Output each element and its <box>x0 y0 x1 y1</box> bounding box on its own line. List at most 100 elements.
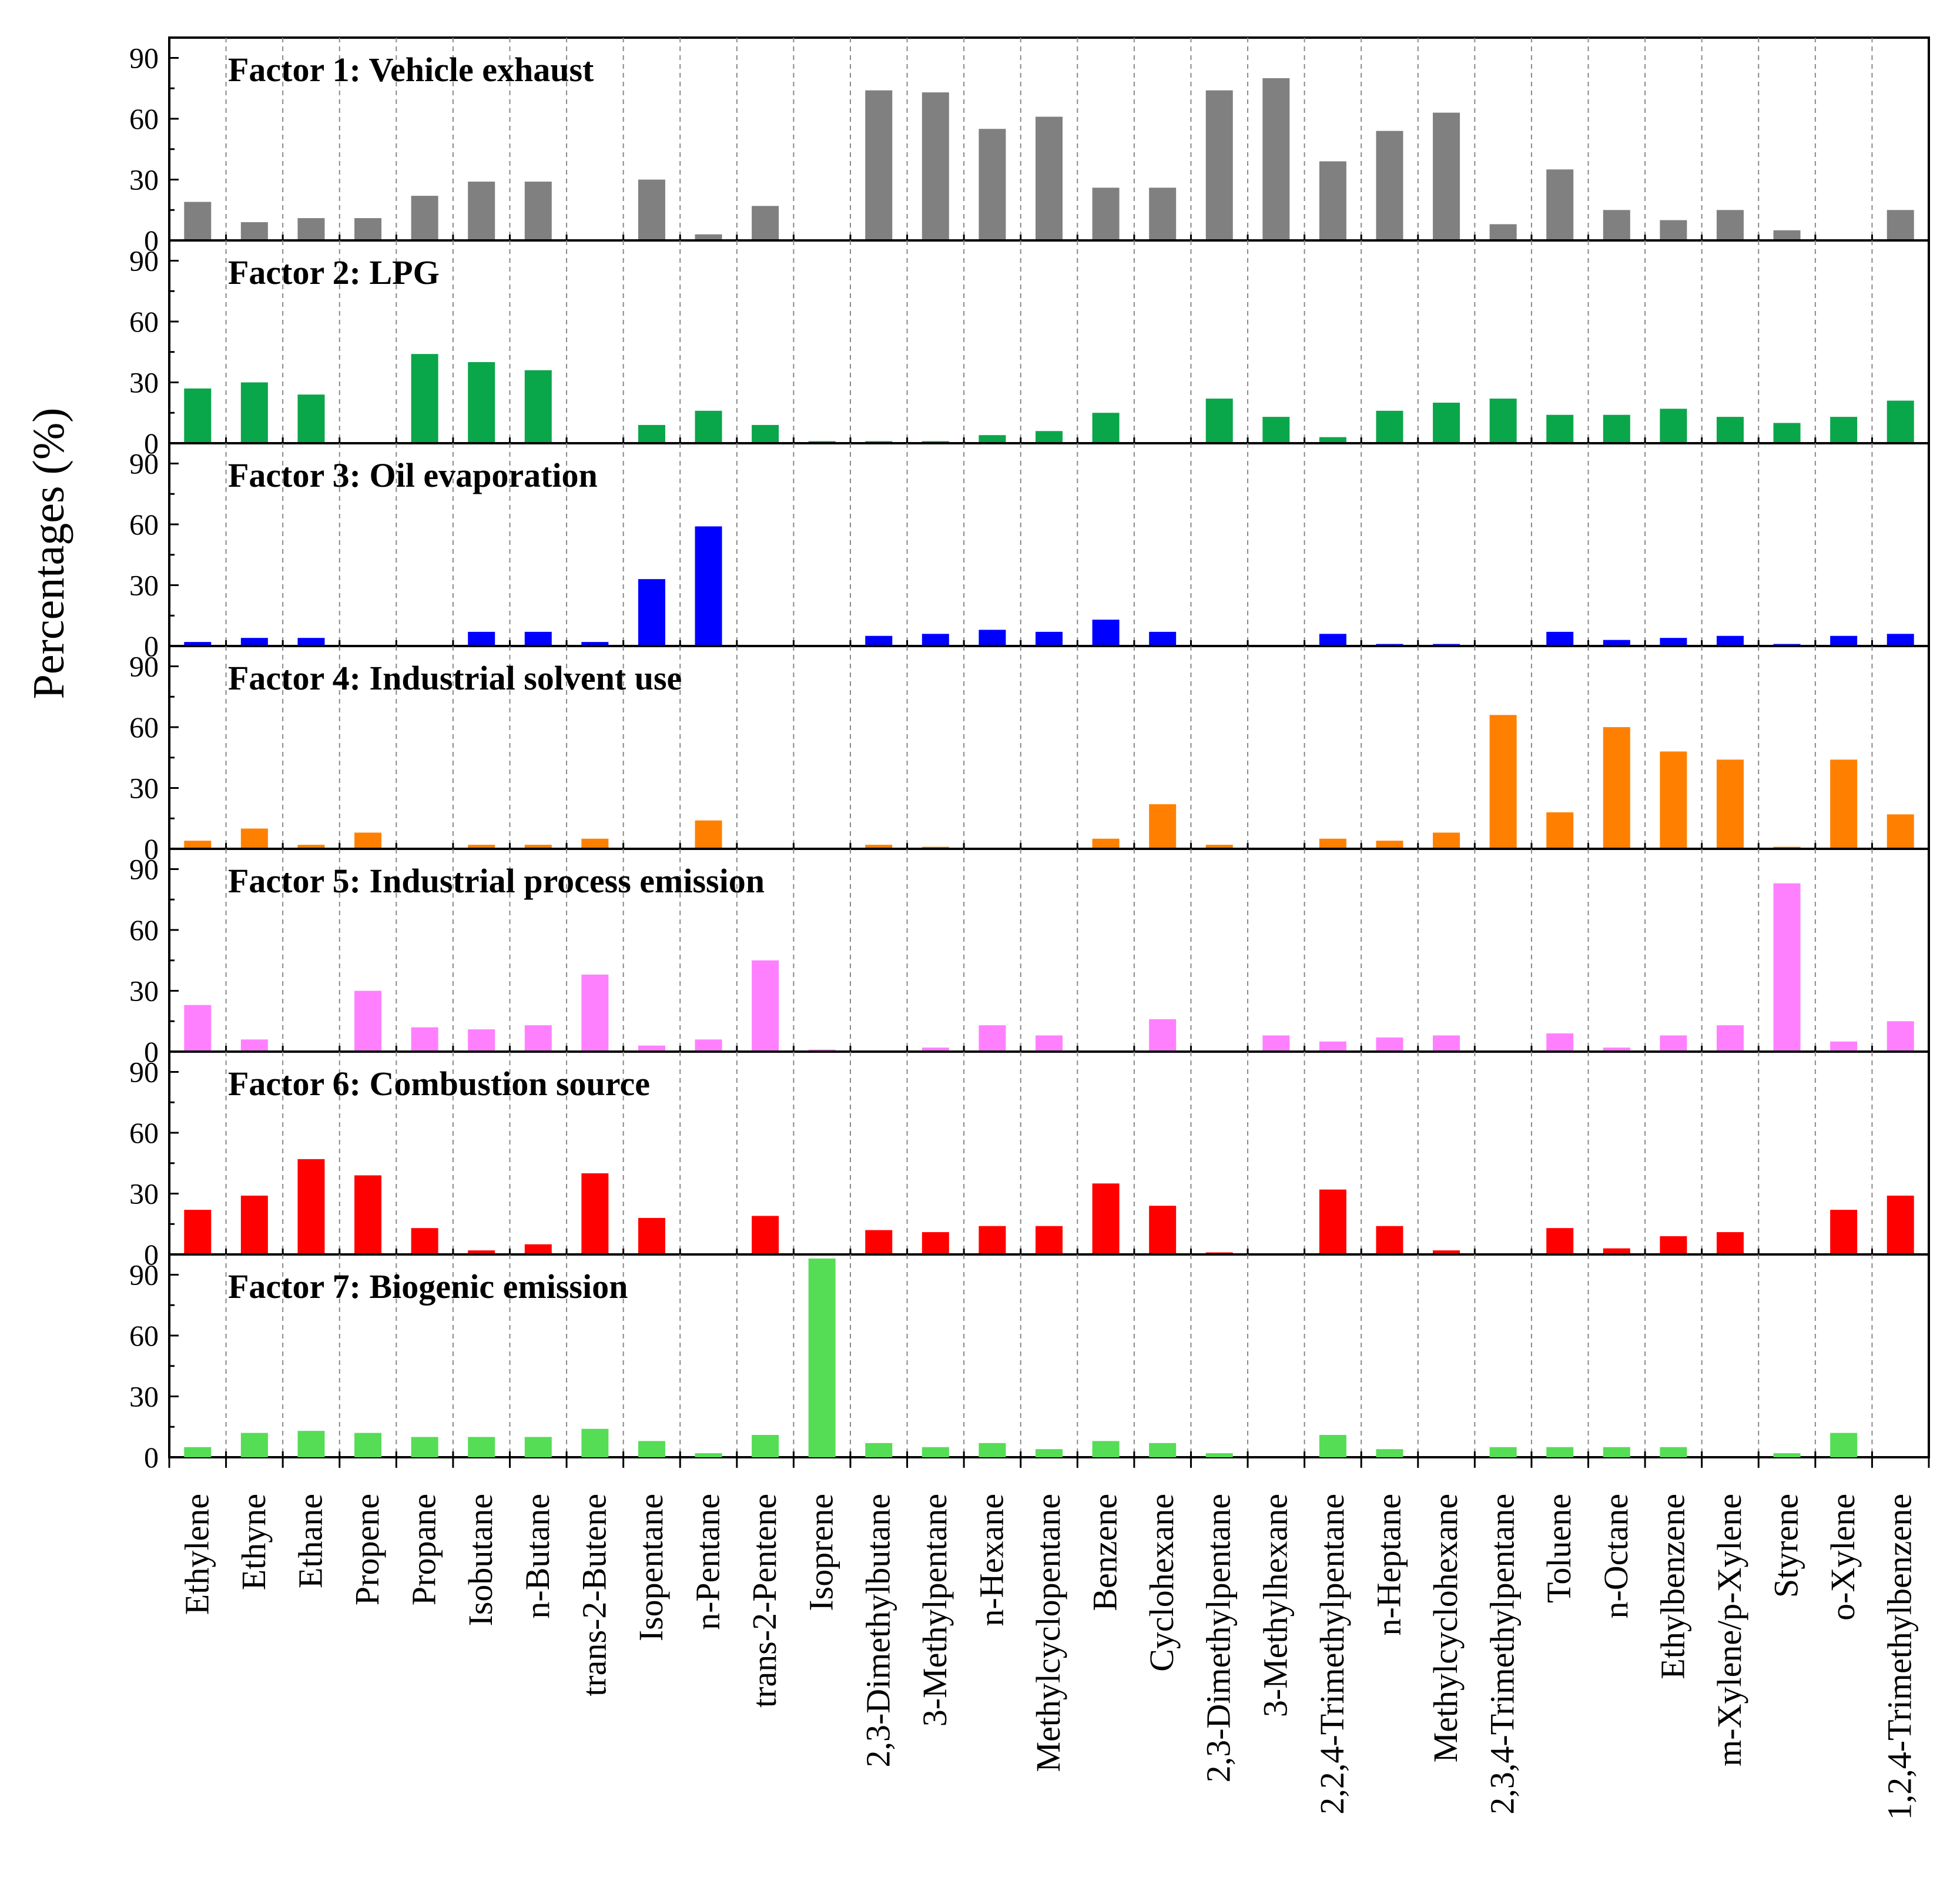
bar-Benzene <box>1092 620 1120 646</box>
bar-Toluene <box>1546 631 1574 646</box>
bar-n-Heptane <box>1376 1449 1403 1457</box>
bar-2,2,4-Trimethylpentane <box>1319 1041 1346 1052</box>
bar-Propane <box>411 1228 438 1254</box>
bar-Isobutane <box>468 181 495 240</box>
bar-m-Xylene/p-Xylene <box>1716 1232 1744 1254</box>
bar-trans-2-Butene <box>581 974 609 1052</box>
bar-Benzene <box>1092 188 1120 240</box>
x-tick-label: n-Heptane <box>1369 1494 1408 1636</box>
panel-factor-2: 0 30 60 90 Factor 2: LPG <box>129 239 1930 460</box>
panel-factor-5: 0 30 60 90 Factor 5: Industrial process emis… <box>129 848 1930 1068</box>
bar-2,2,4-Trimethylpentane <box>1319 1189 1346 1254</box>
x-tick-label: Isoprene <box>802 1494 840 1611</box>
bar-Styrene <box>1773 230 1801 240</box>
panel-factor-4: 0 30 60 90 Factor 4: Industrial solvent use <box>129 645 1930 865</box>
bar-n-Pentane <box>695 410 722 443</box>
bar-o-Xylene <box>1830 1210 1858 1254</box>
bar-3-Methylpentane <box>922 1048 949 1052</box>
bar-Ethane <box>297 1159 325 1254</box>
bar-n-Butane <box>524 1025 552 1052</box>
bar-2,3-Dimethylbutane <box>865 845 893 849</box>
y-tick-label: 60 <box>129 508 159 541</box>
bar-n-Pentane <box>695 820 722 849</box>
bar-o-Xylene <box>1830 1433 1858 1457</box>
x-tick-label: 1,2,4-Trimethylbenzene <box>1881 1494 1919 1820</box>
bar-Isopentane <box>638 424 665 443</box>
bar-2,3-Dimethylpentane <box>1205 90 1233 240</box>
y-tick-label: 90 <box>129 447 159 480</box>
bar-Methylcyclopentane <box>1036 116 1063 240</box>
bar-trans-2-Pentene <box>752 206 779 240</box>
bar-m-Xylene/p-Xylene <box>1716 635 1744 646</box>
bar-n-Hexane <box>979 1025 1006 1052</box>
bar-3-Methylpentane <box>922 1232 949 1254</box>
x-tick-label: n-Pentane <box>689 1494 727 1630</box>
bar-Methylcyclohexane <box>1433 1250 1460 1254</box>
y-tick-label: 0 <box>144 1035 159 1068</box>
bar-n-Pentane <box>695 1453 722 1457</box>
bar-trans-2-Pentene <box>752 1216 779 1254</box>
bar-n-Hexane <box>979 1443 1006 1457</box>
y-tick-label: 60 <box>129 1116 159 1149</box>
bar-Propene <box>354 218 382 240</box>
bar-n-Heptane <box>1376 130 1403 240</box>
panel-factor-6: 0 30 60 90 Factor 6: Combustion source <box>129 1050 1930 1271</box>
x-tick-label: n-Butane <box>518 1494 557 1619</box>
x-tick-label: Benzene <box>1086 1494 1124 1611</box>
bar-n-Octane <box>1603 210 1630 240</box>
x-tick-label: 2,3-Dimethylbutane <box>859 1494 897 1768</box>
x-tick-label: m-Xylene/p-Xylene <box>1710 1494 1748 1766</box>
bar-n-Hexane <box>979 435 1006 443</box>
bar-o-Xylene <box>1830 417 1858 443</box>
bar-1,2,4-Trimethylbenzene <box>1887 634 1914 646</box>
x-tick-label: Styrene <box>1767 1494 1805 1598</box>
bar-trans-2-Butene <box>581 1428 609 1457</box>
bar-Ethyne <box>240 1433 268 1457</box>
bar-2,3-Dimethylpentane <box>1205 1453 1233 1457</box>
y-tick-label: 0 <box>144 1441 159 1474</box>
y-tick-label: 60 <box>129 1319 159 1352</box>
bar-2,3-Dimethylpentane <box>1205 845 1233 849</box>
panel-title: Factor 6: Combustion source <box>228 1065 650 1103</box>
x-tick-label: 2,3-Dimethylpentane <box>1199 1494 1238 1782</box>
y-tick-label: 90 <box>129 1056 159 1089</box>
x-tick-label: Propane <box>405 1494 443 1605</box>
bar-1,2,4-Trimethylbenzene <box>1887 210 1914 240</box>
bar-Ethylene <box>184 1447 212 1457</box>
y-tick-label: 60 <box>129 913 159 946</box>
bar-n-Butane <box>524 1437 552 1457</box>
bar-Ethylene <box>184 388 212 443</box>
x-tick-label: o-Xylene <box>1824 1494 1862 1621</box>
bar-2,3,4-Trimethylpentane <box>1489 399 1517 443</box>
bar-2,2,4-Trimethylpentane <box>1319 634 1346 646</box>
bar-Methylcyclopentane <box>1036 631 1063 646</box>
bar-Ethylbenzene <box>1660 1447 1687 1457</box>
bar-n-Butane <box>524 631 552 646</box>
bar-3-Methylhexane <box>1262 417 1290 443</box>
bar-trans-2-Pentene <box>752 1435 779 1457</box>
bar-trans-2-Butene <box>581 838 609 849</box>
x-tick-label: Isobutane <box>461 1494 500 1627</box>
bar-Isopentane <box>638 179 665 240</box>
bar-Methylcyclohexane <box>1433 1035 1460 1052</box>
bar-3-Methylpentane <box>922 634 949 646</box>
y-tick-label: 30 <box>129 163 159 196</box>
bar-Ethyne <box>240 828 268 849</box>
bar-Isobutane <box>468 362 495 443</box>
bar-Benzene <box>1092 1441 1120 1457</box>
bar-Propene <box>354 1433 382 1457</box>
bar-Ethylene <box>184 202 212 240</box>
bar-Isoprene <box>808 1258 836 1457</box>
panel-title: Factor 5: Industrial process emission <box>228 862 765 900</box>
bar-Toluene <box>1546 1033 1574 1052</box>
y-tick-label: 0 <box>144 427 159 460</box>
bar-3-Methylpentane <box>922 1447 949 1457</box>
bar-Cyclohexane <box>1149 1206 1177 1254</box>
bar-Isobutane <box>468 631 495 646</box>
y-tick-label: 0 <box>144 832 159 865</box>
bar-Ethylbenzene <box>1660 638 1687 646</box>
y-tick-label: 60 <box>129 102 159 135</box>
bar-Propane <box>411 1437 438 1457</box>
bar-2,3-Dimethylbutane <box>865 1443 893 1457</box>
factor-panels: 0 30 60 90 Factor 1: Vehicle exhaust 0 30 60 90 F… <box>129 36 1930 1474</box>
